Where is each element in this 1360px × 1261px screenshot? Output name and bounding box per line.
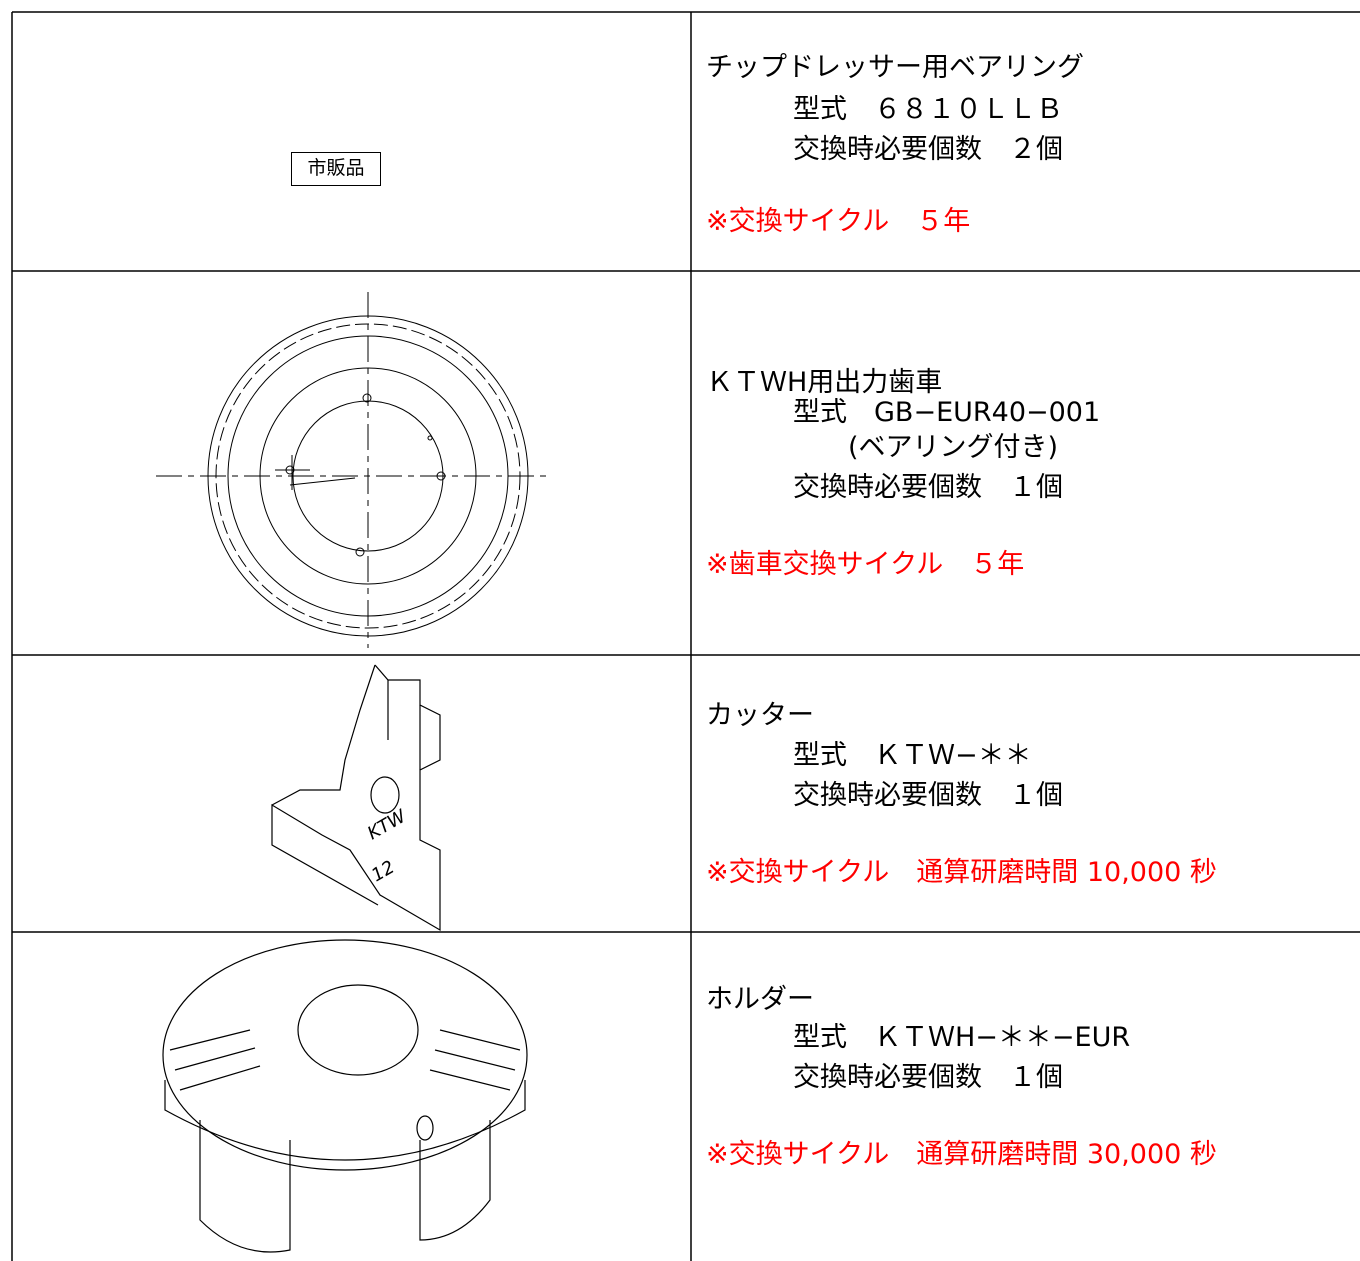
svg-text:KTW: KTW — [364, 805, 411, 844]
part-cycle: ※交換サイクル 通算研磨時間 30,000 秒 — [706, 1139, 1217, 1170]
part-quantity: 交換時必要個数 １個 — [793, 472, 1063, 503]
gear-drawing — [156, 292, 550, 648]
part-model: 型式 ６８１０ＬＬＢ — [793, 94, 1063, 125]
part-name: ホルダー — [706, 984, 814, 1015]
part-quantity: 交換時必要個数 １個 — [793, 1062, 1063, 1093]
cutter-drawing: KTW 12 — [271, 664, 441, 932]
part-model: 型式 GB−EUR40−001 — [793, 397, 1101, 428]
part-name: ＫＴＷH用出力歯車 — [706, 367, 943, 398]
part-name: チップドレッサー用ベアリング — [706, 52, 1084, 83]
part-quantity: 交換時必要個数 １個 — [793, 780, 1063, 811]
part-quantity: 交換時必要個数 ２個 — [793, 134, 1063, 165]
part-name: カッター — [706, 700, 814, 731]
part-model: 型式 ＫＴＷH−＊＊−EUR — [793, 1022, 1131, 1053]
svg-text:12: 12 — [368, 857, 398, 887]
part-cycle: ※交換サイクル 通算研磨時間 10,000 秒 — [706, 857, 1217, 888]
part-model: 型式 ＫＴＷ−＊＊ — [793, 740, 1032, 771]
part-cycle: ※交換サイクル ５年 — [706, 206, 971, 237]
part-note: (ベアリング付き) — [848, 432, 1059, 463]
part-cycle: ※歯車交換サイクル ５年 — [706, 549, 1025, 580]
badge: 市販品 — [291, 152, 381, 186]
holder-drawing — [162, 939, 528, 1253]
